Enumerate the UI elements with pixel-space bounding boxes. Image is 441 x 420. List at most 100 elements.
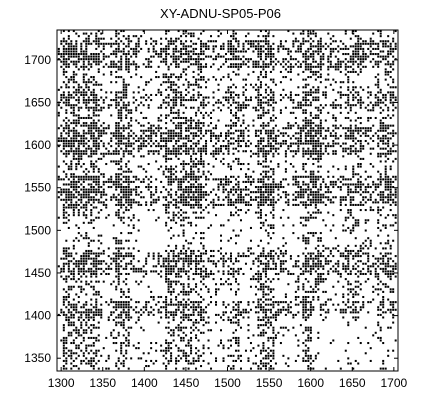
heatmap-cell: [269, 119, 272, 122]
heatmap-cell: [177, 359, 180, 362]
heatmap-cell: [254, 106, 257, 109]
heatmap-cell: [172, 180, 175, 183]
heatmap-cell: [202, 150, 205, 153]
heatmap-cell: [252, 119, 255, 122]
heatmap-cell: [110, 114, 113, 117]
heatmap-cell: [180, 91, 183, 94]
heatmap-cell: [220, 247, 223, 250]
heatmap-cell: [309, 265, 312, 268]
heatmap-cell: [259, 45, 262, 48]
heatmap-cell: [257, 344, 260, 347]
heatmap-cell: [237, 201, 240, 204]
heatmap-cell: [112, 329, 115, 332]
heatmap-cell: [65, 306, 68, 309]
heatmap-cell: [132, 63, 135, 66]
heatmap-cell: [177, 124, 180, 127]
heatmap-cell: [212, 178, 215, 181]
heatmap-cell: [82, 262, 85, 265]
heatmap-cell: [292, 65, 295, 68]
heatmap-cell: [77, 122, 80, 125]
heatmap-cell: [272, 278, 275, 281]
heatmap-cell: [192, 170, 195, 173]
heatmap-cell: [145, 116, 148, 120]
heatmap-cell: [190, 155, 193, 158]
heatmap-cell: [309, 257, 312, 260]
heatmap-cell: [279, 70, 282, 73]
heatmap-cell: [287, 306, 290, 309]
heatmap-cell: [67, 45, 70, 48]
heatmap-cell: [167, 229, 170, 232]
heatmap-cell: [227, 139, 230, 143]
heatmap-cell: [172, 42, 175, 45]
heatmap-cell: [242, 93, 245, 96]
heatmap-cell: [97, 180, 100, 183]
heatmap-cell: [165, 88, 168, 91]
heatmap-cell: [202, 30, 205, 33]
heatmap-cell: [212, 165, 215, 168]
heatmap-cell: [309, 214, 312, 217]
heatmap-cell: [247, 134, 250, 137]
heatmap-cell: [262, 198, 265, 201]
heatmap-cell: [299, 175, 302, 178]
heatmap-cell: [309, 303, 312, 306]
heatmap-cell: [289, 93, 292, 96]
heatmap-cell: [80, 86, 83, 89]
heatmap-cell: [205, 252, 208, 255]
heatmap-cell: [215, 214, 218, 217]
heatmap-cell: [267, 352, 270, 355]
heatmap-cell: [257, 301, 260, 304]
heatmap-cell: [277, 311, 280, 314]
heatmap-cell: [185, 270, 188, 273]
heatmap-cell: [117, 68, 120, 71]
heatmap-cell: [92, 186, 95, 189]
heatmap-cell: [155, 359, 158, 362]
heatmap-cell: [200, 280, 203, 283]
heatmap-cell: [192, 175, 195, 178]
heatmap-cell: [222, 63, 225, 66]
heatmap-cell: [197, 191, 200, 194]
heatmap-cell: [95, 53, 98, 56]
heatmap-cell: [72, 81, 75, 84]
heatmap-cell: [307, 193, 310, 196]
heatmap-cell: [145, 170, 148, 173]
heatmap-cell: [142, 145, 145, 148]
heatmap-cell: [212, 145, 215, 148]
heatmap-cell: [142, 116, 145, 120]
heatmap-cell: [155, 191, 158, 194]
heatmap-cell: [75, 365, 78, 368]
heatmap-cell: [160, 106, 163, 109]
heatmap-cell: [127, 288, 130, 291]
heatmap-cell: [227, 201, 230, 204]
heatmap-cell: [177, 196, 180, 199]
heatmap-cell: [72, 278, 75, 281]
heatmap-cell: [237, 313, 240, 316]
heatmap-cell: [292, 175, 295, 178]
heatmap-cell: [180, 303, 183, 306]
heatmap-cell: [130, 255, 133, 258]
heatmap-cell: [197, 203, 200, 206]
heatmap-cell: [264, 132, 267, 135]
heatmap-cell: [185, 145, 188, 148]
heatmap-cell: [195, 319, 198, 322]
heatmap-cell: [155, 76, 158, 79]
heatmap-cell: [302, 357, 305, 360]
heatmap-cell: [75, 201, 78, 204]
heatmap-cell: [117, 150, 120, 153]
heatmap-cell: [262, 362, 265, 365]
heatmap-cell: [77, 145, 80, 148]
heatmap-cell: [185, 58, 188, 61]
heatmap-cell: [157, 308, 160, 311]
heatmap-cell: [175, 96, 178, 99]
heatmap-cell: [122, 311, 125, 314]
heatmap-cell: [247, 255, 250, 258]
heatmap-cell: [212, 109, 215, 112]
heatmap-cell: [115, 255, 118, 258]
heatmap-cell: [215, 301, 218, 304]
heatmap-cell: [147, 252, 150, 255]
heatmap-cell: [247, 73, 250, 76]
heatmap-cell: [195, 178, 198, 181]
heatmap-cell: [165, 313, 168, 316]
heatmap-cell: [200, 175, 203, 178]
heatmap-cell: [92, 367, 95, 370]
heatmap-cell: [102, 347, 105, 350]
